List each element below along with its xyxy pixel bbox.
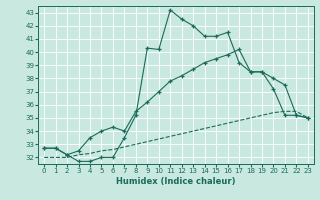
X-axis label: Humidex (Indice chaleur): Humidex (Indice chaleur) — [116, 177, 236, 186]
